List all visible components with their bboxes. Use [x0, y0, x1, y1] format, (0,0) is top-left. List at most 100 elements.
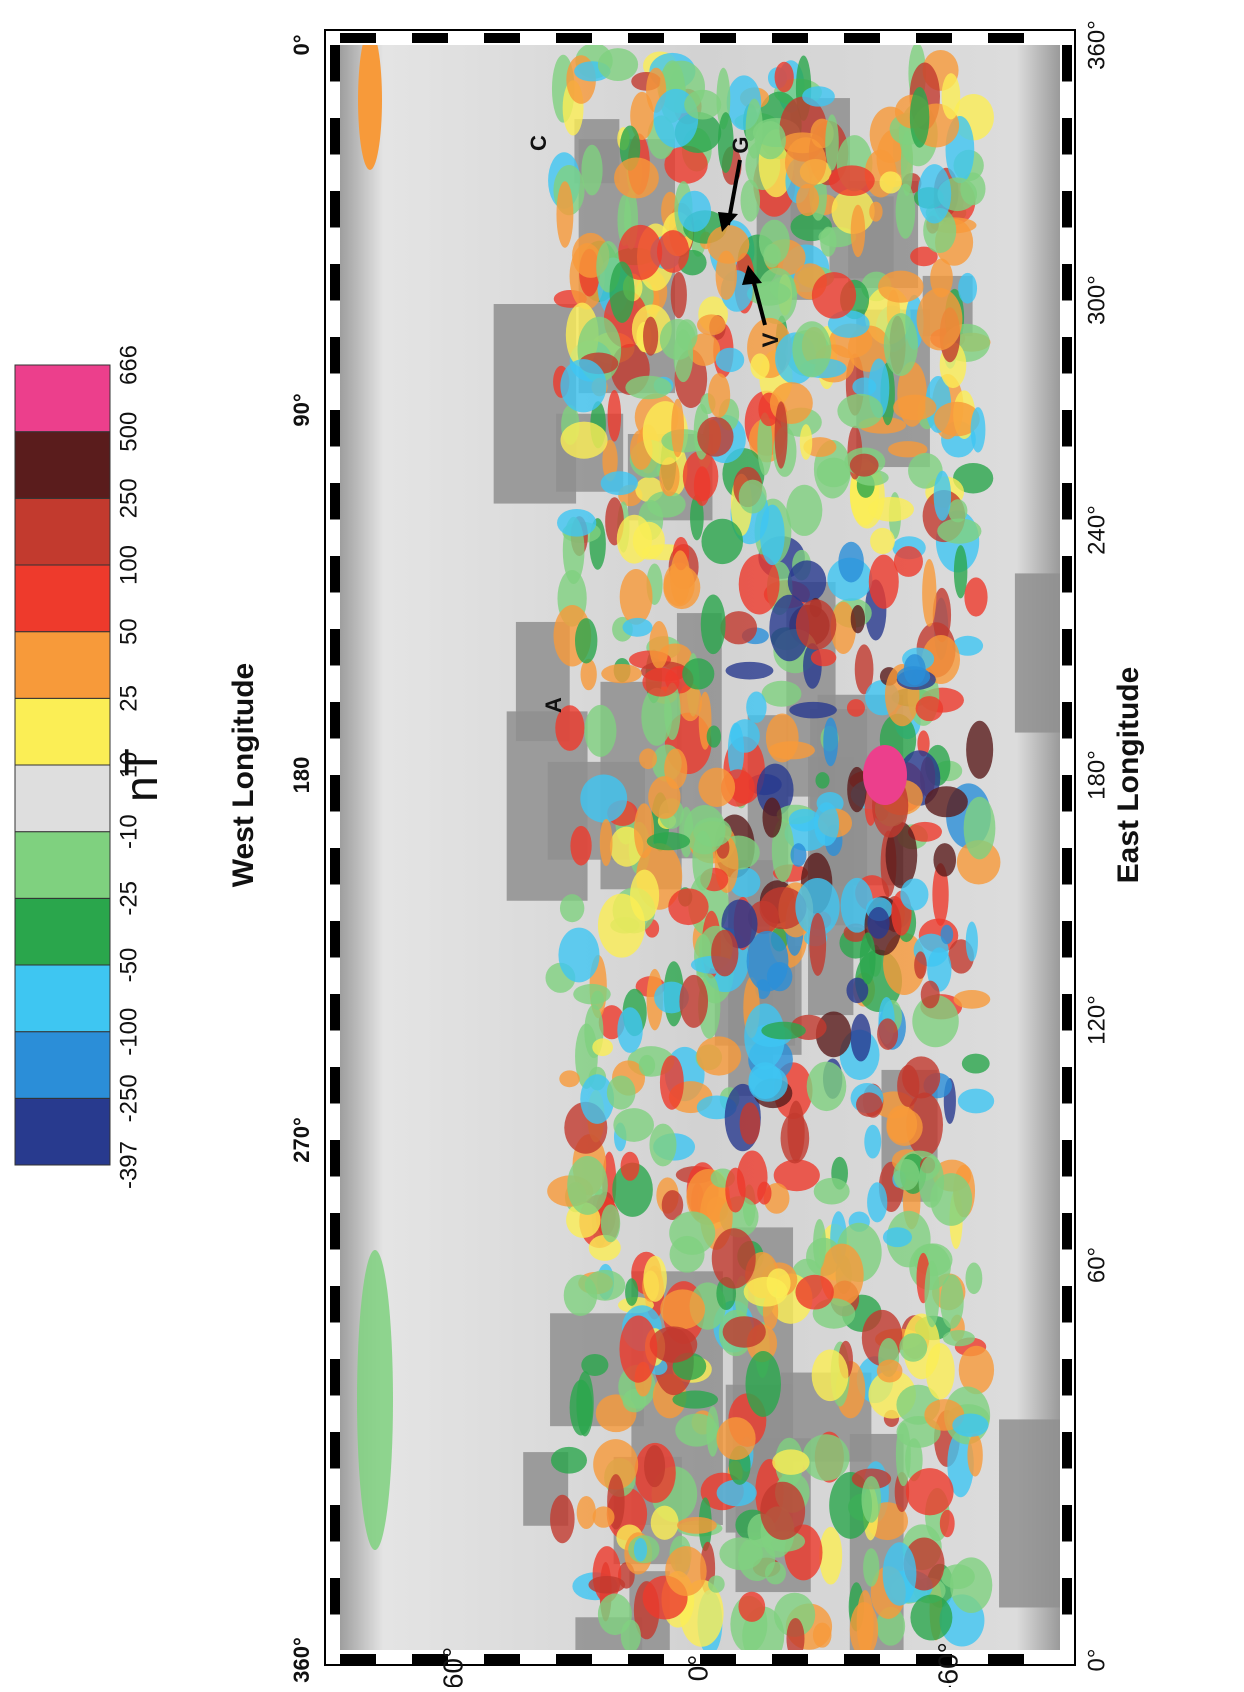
anomaly-blob — [785, 137, 826, 188]
anomaly-blob — [883, 1227, 912, 1247]
colorbar-swatch — [15, 632, 110, 699]
anomaly-blob — [934, 471, 951, 521]
anomaly-blob — [701, 519, 743, 564]
anomaly-blob — [792, 321, 831, 377]
border-tick — [844, 1654, 880, 1664]
border-tick — [1062, 1067, 1072, 1104]
border-tick — [330, 994, 340, 1031]
anomaly-blob — [966, 921, 978, 961]
anomaly-blob — [809, 913, 826, 976]
anomaly-blob — [716, 348, 745, 372]
anomaly-blob — [598, 48, 638, 81]
border-tick — [330, 118, 340, 155]
anomaly-blob — [937, 518, 981, 543]
anomaly-blob — [863, 745, 907, 805]
border-tick — [556, 33, 592, 43]
border-tick — [330, 374, 340, 411]
tick-label: 60° — [1083, 1247, 1110, 1283]
anomaly-blob — [614, 157, 659, 198]
tick-label: -60° — [932, 1642, 963, 1687]
colorbar-swatch — [15, 365, 110, 432]
anomaly-blob — [613, 1108, 654, 1142]
anomaly-blob — [556, 181, 573, 248]
border-tick — [1062, 447, 1072, 484]
anomaly-blob — [943, 1330, 975, 1346]
anomaly-blob — [916, 696, 944, 721]
anomaly-blob — [850, 454, 879, 477]
anomaly-blob — [847, 699, 865, 717]
anomaly-blob — [922, 559, 936, 627]
border-tick — [1062, 1213, 1072, 1250]
anomaly-blob — [642, 668, 679, 697]
anomaly-blob — [622, 618, 652, 637]
anomaly-blob — [698, 768, 735, 807]
colorbar-label: 250 — [115, 478, 142, 518]
anomaly-blob — [894, 546, 923, 577]
anomaly-blob — [744, 1277, 788, 1307]
border-tick — [1024, 1654, 1060, 1664]
anomaly-blob — [671, 272, 687, 318]
anomaly-blob — [815, 772, 829, 788]
anomaly-blob — [857, 1590, 874, 1655]
anomaly-blob — [621, 1152, 640, 1181]
anomaly-blob — [964, 577, 987, 616]
border-tick — [330, 812, 340, 849]
anomaly-blob — [941, 1564, 975, 1589]
anomaly-blob — [716, 251, 737, 300]
anomaly-blob — [648, 776, 680, 819]
border-tick — [330, 520, 340, 557]
anomaly-blob — [643, 317, 658, 356]
anomaly-blob — [668, 888, 708, 925]
anomaly-blob — [971, 407, 986, 452]
anomaly-blob — [925, 786, 968, 817]
anomaly-blob — [719, 1537, 763, 1570]
border-tick — [330, 885, 340, 922]
anomaly-blob — [829, 165, 875, 196]
border-tick — [1062, 374, 1072, 411]
border-tick — [772, 1654, 808, 1664]
anomaly-blob — [634, 1538, 647, 1562]
border-tick — [330, 1031, 340, 1068]
border-tick — [1062, 520, 1072, 557]
border-tick — [1062, 1396, 1072, 1433]
border-tick — [1062, 775, 1072, 812]
anomaly-blob — [952, 1414, 988, 1437]
anomaly-blob — [621, 1620, 641, 1653]
anomaly-blob — [358, 30, 382, 170]
border-tick — [556, 1654, 592, 1664]
border-tick — [330, 228, 340, 265]
anomaly-blob — [677, 1517, 717, 1534]
anomaly-blob — [958, 273, 977, 304]
border-tick — [330, 666, 340, 703]
anomaly-blob — [868, 497, 914, 522]
border-tick — [880, 1654, 916, 1664]
colorbar-swatch — [15, 432, 110, 499]
anomaly-blob — [917, 288, 963, 351]
anomaly-blob — [796, 184, 819, 216]
anomaly-blob — [766, 713, 799, 762]
anomaly-blob — [760, 505, 785, 566]
border-tick — [330, 1213, 340, 1250]
anomaly-blob — [601, 1204, 620, 1242]
anomaly-blob — [910, 1595, 952, 1641]
border-tick — [330, 1250, 340, 1287]
border-tick — [1062, 629, 1072, 666]
border-tick — [592, 33, 628, 43]
border-tick — [1062, 1104, 1072, 1141]
border-tick — [330, 775, 340, 812]
anomaly-blob — [813, 1219, 826, 1269]
annotation: G — [728, 136, 753, 153]
colorbar-swatch — [15, 965, 110, 1032]
border-tick — [330, 556, 340, 593]
border-tick — [1062, 812, 1072, 849]
border-tick — [484, 33, 520, 43]
border-tick — [1062, 921, 1072, 958]
border-tick — [330, 958, 340, 995]
border-tick — [1062, 848, 1072, 885]
colorbar-swatch — [15, 1098, 110, 1165]
anomaly-blob — [825, 114, 839, 170]
anomaly-blob — [789, 702, 837, 718]
border-tick — [1062, 1542, 1072, 1579]
anomaly-blob — [701, 594, 726, 654]
axis-title: East Longitude — [1112, 667, 1145, 884]
